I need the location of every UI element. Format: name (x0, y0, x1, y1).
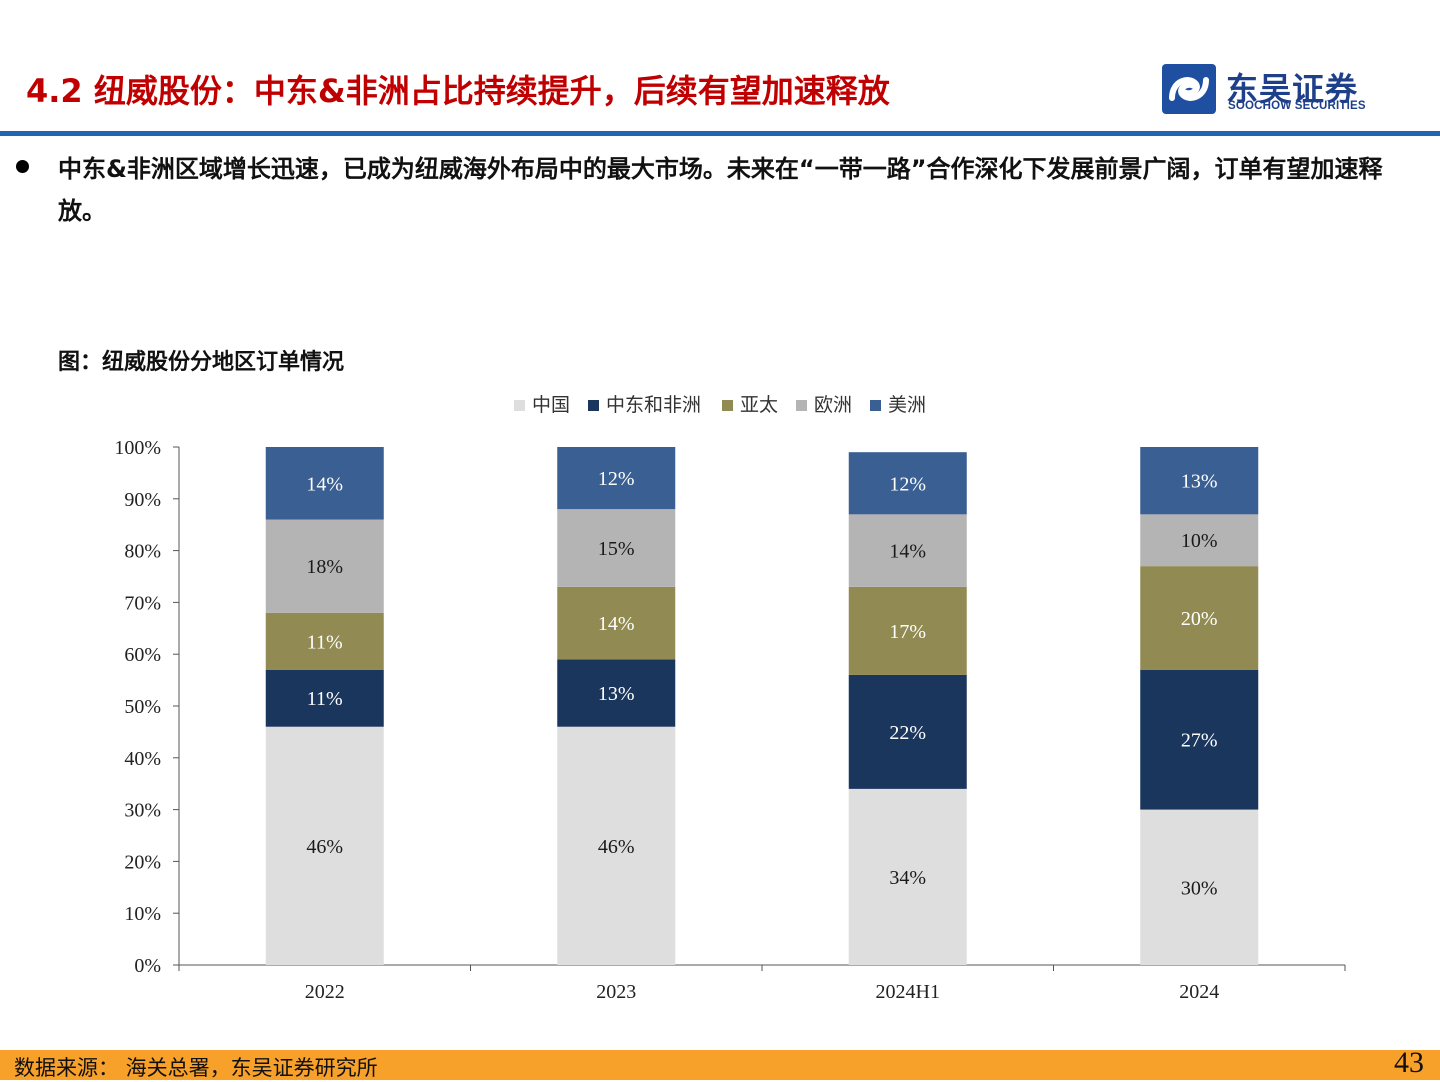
logo-name: 东吴证券 (1226, 70, 1359, 108)
page-number: 43 (1394, 1046, 1424, 1079)
data-label: 20% (1181, 608, 1218, 630)
bar-segment (557, 586, 676, 660)
bar-segment (848, 514, 967, 587)
bar-segment (557, 509, 676, 587)
bar-segment (1140, 566, 1259, 670)
y-tick-label: 50% (124, 696, 161, 718)
legend-label: 欧洲 (814, 394, 852, 416)
bar-segment (557, 726, 676, 965)
data-label: 14% (598, 613, 635, 635)
legend-label: 亚太 (740, 394, 778, 416)
bar-segment (848, 452, 967, 515)
bar-segment (848, 674, 967, 789)
y-tick-label: 70% (124, 592, 161, 614)
data-label: 18% (306, 556, 343, 578)
data-label: 22% (889, 722, 926, 744)
stacked-bar-chart: 中国 中东和非洲 亚太 欧洲 美洲 0% 10% 20% 30% 40% 50% 60% 70% 80% 9… (114, 394, 1346, 1003)
data-label: 46% (306, 836, 343, 858)
bullet-dot-icon (16, 160, 29, 173)
bar-segment (557, 659, 676, 727)
bar-segment (265, 726, 384, 965)
bar-segment (265, 447, 384, 520)
bar-segment (1140, 669, 1259, 810)
header-divider (0, 131, 1440, 136)
legend-swatch (796, 400, 807, 411)
y-tick-label: 30% (124, 800, 161, 822)
y-tick-label: 60% (124, 644, 161, 666)
bullet-text: 中东&非洲区域增长迅速，已成为纽威海外布局中的最大市场。未来在“一带一路”合作深… (58, 155, 1383, 225)
bar-segment (1140, 514, 1259, 567)
slide-title: 4.2 纽威股份：中东&非洲占比持续提升，后续有望加速释放 (26, 72, 890, 110)
figure-title: 图：纽威股份分地区订单情况 (58, 350, 345, 375)
y-tick-label: 80% (124, 541, 161, 563)
y-tick-label: 100% (114, 437, 161, 459)
y-tick-label: 20% (124, 851, 161, 873)
data-label: 34% (889, 867, 926, 889)
y-tick-label: 10% (124, 903, 161, 925)
y-tick-label: 40% (124, 748, 161, 770)
bar-segment (848, 586, 967, 675)
data-label: 17% (889, 621, 926, 643)
y-tick-label: 0% (134, 955, 161, 977)
legend-swatch (870, 400, 881, 411)
footer-bar: 数据来源： 海关总署，东吴证券研究所 43 (0, 1046, 1440, 1080)
x-tick-label: 2023 (596, 981, 636, 1003)
footer-source: 数据来源： 海关总署，东吴证券研究所 (14, 1056, 378, 1080)
x-tick-label: 2024H1 (876, 981, 940, 1003)
bar-segment (557, 447, 676, 510)
soochow-logo-icon (1162, 64, 1216, 114)
bar-segment (265, 669, 384, 727)
legend-swatch (722, 400, 733, 411)
data-label: 46% (598, 836, 635, 858)
legend-label: 美洲 (888, 394, 926, 416)
bar-segment (1140, 809, 1259, 965)
x-tick-label: 2022 (305, 981, 345, 1003)
bar-segment (1140, 447, 1259, 515)
data-label: 10% (1181, 530, 1218, 552)
data-label: 13% (1181, 471, 1218, 493)
data-label: 11% (307, 688, 343, 710)
data-label: 13% (598, 683, 635, 705)
legend-swatch (514, 400, 525, 411)
data-label: 30% (1181, 877, 1218, 899)
y-tick-label: 90% (124, 489, 161, 511)
data-label: 15% (598, 538, 635, 560)
bar-segment (848, 788, 967, 965)
logo-subtitle: SOOCHOW SECURITIES (1228, 100, 1366, 112)
legend-swatch (588, 400, 599, 411)
legend-label: 中国 (532, 394, 570, 416)
legend-label: 中东和非洲 (606, 394, 701, 416)
data-label: 14% (306, 473, 343, 495)
data-label: 12% (889, 473, 926, 495)
data-label: 11% (307, 631, 343, 653)
bar-segment (265, 612, 384, 670)
bar-segment (265, 519, 384, 613)
data-label: 27% (1181, 730, 1218, 752)
company-logo: 东吴证券 SOOCHOW SECURITIES (1160, 62, 1380, 118)
data-label: 12% (598, 468, 635, 490)
data-label: 14% (889, 541, 926, 563)
x-tick-label: 2024 (1179, 981, 1219, 1003)
